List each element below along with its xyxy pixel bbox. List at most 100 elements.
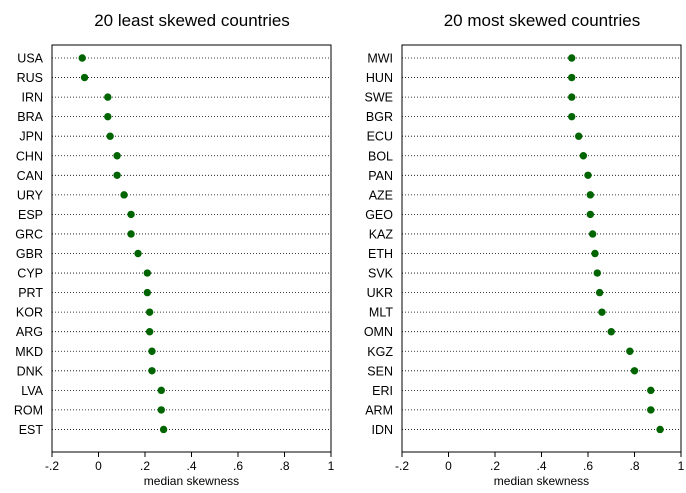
category-label: OMN <box>364 325 393 339</box>
category-label: AZE <box>369 188 393 202</box>
data-point-bgr <box>568 112 576 121</box>
category-label: MLT <box>369 306 393 320</box>
data-point-pan <box>584 171 592 179</box>
data-point-arg <box>145 328 154 336</box>
data-point-ukr <box>595 288 604 297</box>
category-label: ROM <box>14 403 43 417</box>
data-point-omn <box>607 328 615 336</box>
data-point-eri <box>647 386 655 395</box>
x-tick-label: .4 <box>186 459 196 473</box>
category-label: GRC <box>15 227 43 241</box>
data-point-rom <box>157 406 165 414</box>
x-tick-label: 0 <box>95 459 102 473</box>
x-tick-label: 1 <box>678 459 685 473</box>
data-point-esp <box>127 210 135 219</box>
category-label: BGR <box>366 110 393 124</box>
data-point-hun <box>568 73 576 82</box>
data-point-lva <box>157 386 165 395</box>
data-point-mwi <box>568 54 576 62</box>
data-point-kgz <box>626 347 634 355</box>
category-label: KGZ <box>367 345 393 359</box>
data-point-arm <box>647 406 655 414</box>
category-label: ARM <box>365 403 393 417</box>
x-tick-label: 0 <box>445 459 452 473</box>
x-axis-title: median skewness <box>144 474 239 488</box>
x-tick-label: .8 <box>629 459 639 473</box>
category-label: SEN <box>367 364 393 378</box>
category-label: HUN <box>366 71 393 85</box>
category-label: RUS <box>17 71 43 85</box>
data-point-grc <box>127 230 135 238</box>
chart-title: 20 least skewed countries <box>94 11 290 30</box>
panel-most-skewed: 20 most skewed countries MWI HUN SWE BGR ECU B… <box>364 11 685 488</box>
data-point-idn <box>656 425 664 434</box>
x-tick-label: .6 <box>583 459 593 473</box>
category-label: IDN <box>371 423 393 437</box>
category-label: MWI <box>367 52 393 66</box>
x-tick-label: .2 <box>140 459 150 473</box>
category-label: KOR <box>16 306 43 320</box>
x-axis-title: median skewness <box>494 474 589 488</box>
data-point-prt <box>143 288 152 297</box>
category-label: PAN <box>368 169 393 183</box>
data-point-can <box>113 171 121 179</box>
category-label: CYP <box>17 267 43 281</box>
category-label: SWE <box>365 91 393 105</box>
category-label: SVK <box>368 267 394 281</box>
category-label: BOL <box>368 149 393 163</box>
category-label: IRN <box>21 91 43 105</box>
category-label: PRT <box>18 286 43 300</box>
category-label: DNK <box>17 364 44 378</box>
x-tick-label: .6 <box>233 459 243 473</box>
data-point-mlt <box>598 308 606 316</box>
category-label: GBR <box>16 247 43 261</box>
category-label: JPN <box>19 130 43 144</box>
data-point-aze <box>586 191 595 199</box>
data-point-svk <box>593 269 601 277</box>
chart-title: 20 most skewed countries <box>444 11 641 30</box>
category-label: BRA <box>17 110 43 124</box>
data-point-ury <box>120 191 128 199</box>
data-point-est <box>159 425 168 434</box>
data-point-bol <box>579 152 588 160</box>
plot-frame <box>51 44 332 453</box>
category-label: UKR <box>367 286 393 300</box>
data-point-bra <box>104 112 112 121</box>
category-label: URY <box>17 188 44 202</box>
data-point-swe <box>568 93 576 101</box>
x-tick-label: -.2 <box>45 459 59 473</box>
category-label: LVA <box>21 384 43 398</box>
data-point-irn <box>104 93 112 101</box>
category-label: KAZ <box>369 227 394 241</box>
category-label: USA <box>17 52 43 66</box>
data-point-dnk <box>148 367 156 375</box>
data-point-geo <box>586 210 595 219</box>
data-point-jpn <box>106 132 114 140</box>
data-point-mkd <box>148 347 156 355</box>
data-point-rus <box>80 73 89 82</box>
data-point-kaz <box>588 230 597 238</box>
data-point-kor <box>145 308 154 316</box>
x-tick-label: -.2 <box>395 459 409 473</box>
x-tick-label: .8 <box>279 459 289 473</box>
x-tick-label: 1 <box>328 459 335 473</box>
category-label: EST <box>19 423 44 437</box>
category-label: ARG <box>16 325 43 339</box>
category-label: ETH <box>368 247 393 261</box>
data-point-ecu <box>575 132 583 140</box>
x-tick-label: .2 <box>490 459 500 473</box>
category-label: CAN <box>17 169 43 183</box>
panel-least-skewed: 20 least skewed countries USA RUS IRN BRA JPN… <box>14 11 335 488</box>
plot-frame <box>401 44 682 453</box>
data-point-usa <box>78 54 86 62</box>
x-tick-label: .4 <box>536 459 546 473</box>
category-label: ERI <box>372 384 393 398</box>
category-label: ECU <box>367 130 393 144</box>
category-label: GEO <box>365 208 393 222</box>
data-point-gbr <box>134 249 142 258</box>
data-point-cyp <box>143 269 152 277</box>
data-point-eth <box>591 249 599 258</box>
data-point-chn <box>113 152 121 160</box>
data-point-sen <box>630 367 639 375</box>
